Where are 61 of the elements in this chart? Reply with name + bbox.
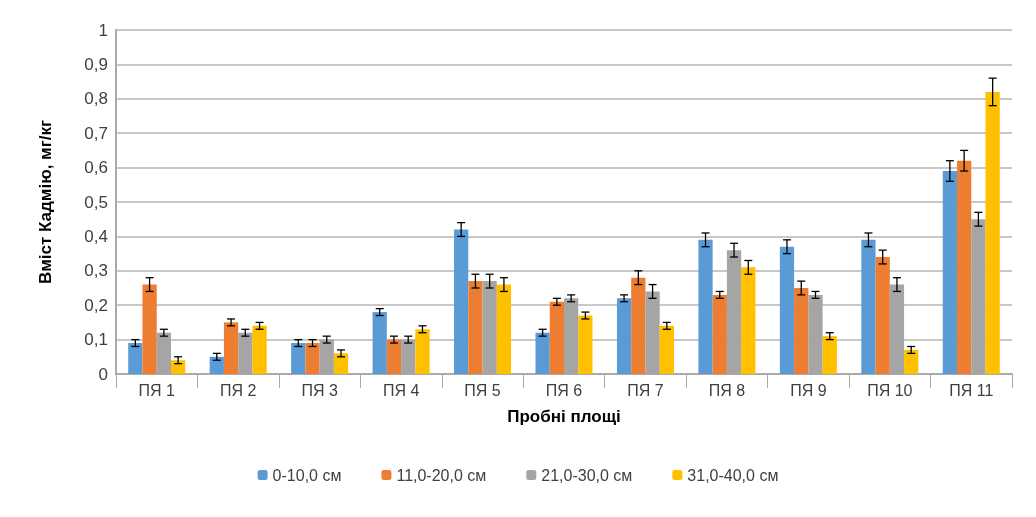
legend-label: 31,0-40,0 см [687, 466, 779, 484]
y-tick-label: 0,2 [84, 295, 108, 315]
bar [794, 288, 809, 374]
y-tick-label: 0,7 [84, 123, 108, 143]
bar [170, 360, 186, 374]
bar [128, 343, 143, 374]
bar [252, 325, 267, 374]
y-tick-label: 0,9 [84, 54, 108, 74]
x-tick-label: ПЯ 1 [138, 381, 176, 399]
bar [712, 294, 727, 374]
y-tick-label: 0,4 [84, 226, 108, 246]
y-tick-label: 0,1 [84, 330, 108, 350]
bar [904, 349, 919, 374]
bar [223, 322, 239, 374]
x-tick-label: ПЯ 11 [949, 381, 994, 399]
x-tick-label: ПЯ 3 [301, 381, 338, 399]
legend-label: 11,0-20,0 см [396, 466, 487, 484]
x-tick-label: ПЯ 2 [219, 381, 257, 399]
bar [779, 246, 795, 374]
x-tick-label: ПЯ 9 [790, 381, 827, 399]
x-tick-label: ПЯ 4 [382, 381, 420, 399]
y-tick-label: 0,5 [84, 192, 108, 212]
x-tick-label: ПЯ 6 [545, 381, 583, 399]
bar [861, 239, 876, 374]
bar [372, 312, 387, 374]
bar [631, 277, 646, 374]
bar [496, 284, 512, 374]
bar [875, 257, 890, 374]
bar [454, 229, 469, 374]
bar [822, 336, 837, 374]
x-tick-label: ПЯ 5 [464, 381, 501, 399]
bar [616, 298, 632, 374]
x-tick-label: ПЯ 10 [867, 381, 913, 399]
bar [698, 239, 713, 374]
y-tick-label: 1 [98, 20, 108, 40]
bar [535, 332, 550, 374]
bar [741, 267, 756, 374]
bar [985, 91, 1000, 374]
bar [291, 343, 306, 374]
bar [305, 343, 320, 374]
bar [942, 171, 958, 374]
bar [209, 356, 224, 374]
x-axis-title: Пробні площі [507, 407, 621, 426]
y-tick-label: 0,3 [84, 261, 108, 281]
bar [957, 160, 972, 374]
y-tick-label: 0 [98, 364, 108, 384]
bar [386, 339, 402, 374]
y-axis-title: Вміст Кадмію, мг/кг [36, 119, 55, 285]
bar [468, 281, 483, 374]
bar [415, 329, 430, 374]
bar [549, 301, 564, 374]
y-tick-label: 0,8 [84, 89, 108, 109]
bar [578, 315, 593, 374]
x-tick-label: ПЯ 8 [708, 381, 746, 399]
bar [142, 284, 157, 374]
bar [659, 325, 674, 374]
legend-label: 21,0-30,0 см [541, 466, 633, 484]
y-tick-label: 0,6 [84, 158, 108, 178]
x-tick-label: ПЯ 7 [627, 381, 664, 399]
bar [333, 353, 349, 374]
legend-label: 0-10,0 см [272, 466, 342, 484]
